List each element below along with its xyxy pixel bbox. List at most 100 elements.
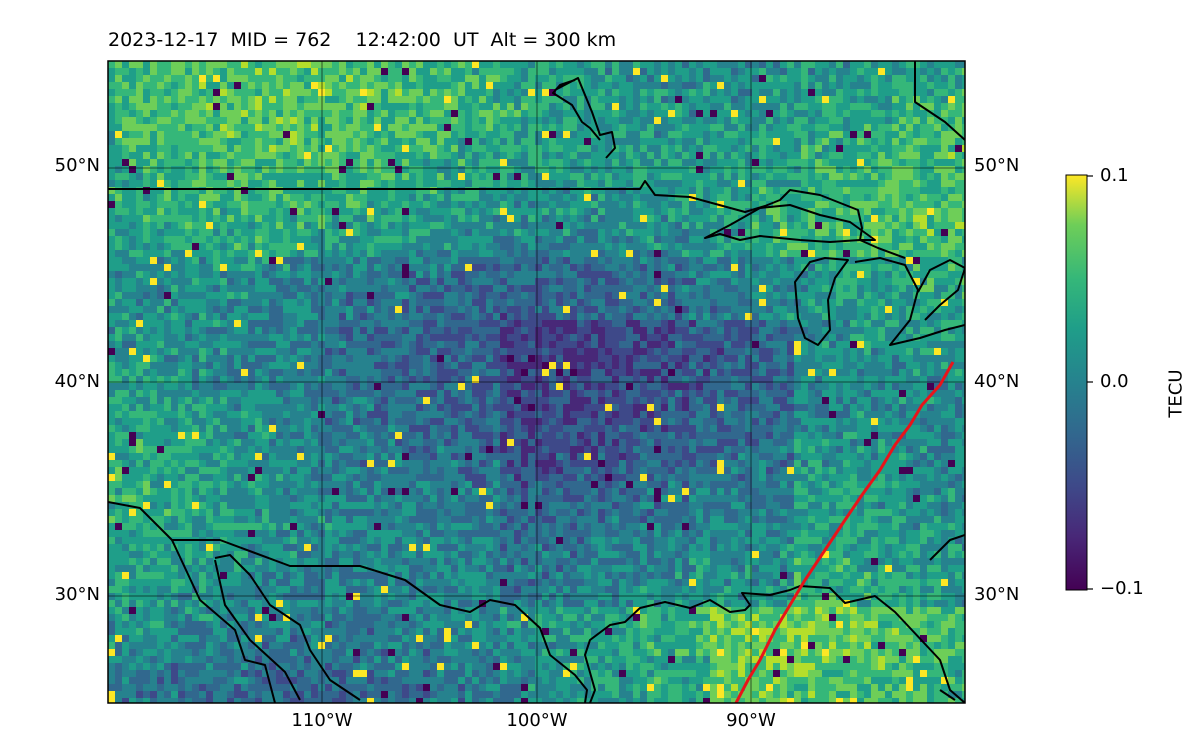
tec-cell — [612, 334, 619, 341]
tec-cell — [122, 75, 129, 82]
tec-cell — [535, 243, 542, 250]
tec-cell — [311, 138, 318, 145]
tec-cell — [150, 299, 157, 306]
tec-cell — [185, 229, 192, 236]
tec-cell — [353, 145, 360, 152]
tec-cell — [752, 180, 759, 187]
tec-cell — [556, 138, 563, 145]
tec-cell — [395, 222, 402, 229]
tec-cell — [115, 96, 122, 103]
tec-cell — [864, 194, 871, 201]
tec-cell — [479, 82, 486, 89]
tec-cell — [801, 159, 808, 166]
tec-cell — [367, 243, 374, 250]
tec-cell — [304, 110, 311, 117]
tec-cell — [633, 117, 640, 124]
tec-cell — [913, 131, 920, 138]
tec-cell — [703, 166, 710, 173]
tec-cell — [332, 278, 339, 285]
tec-cell — [612, 159, 619, 166]
tec-cell — [542, 173, 549, 180]
tec-cell — [927, 131, 934, 138]
tec-cell — [843, 208, 850, 215]
tec-cell — [325, 243, 332, 250]
tec-cell — [668, 215, 675, 222]
tec-cell — [465, 194, 472, 201]
tec-cell — [850, 334, 857, 341]
tec-cell — [227, 334, 234, 341]
tec-cell — [248, 271, 255, 278]
tec-cell — [178, 264, 185, 271]
tec-cell — [528, 243, 535, 250]
tec-cell — [906, 180, 913, 187]
tec-cell — [241, 61, 248, 68]
tec-cell — [675, 145, 682, 152]
tec-cell — [402, 68, 409, 75]
tec-cell — [696, 327, 703, 334]
tec-cell — [934, 152, 941, 159]
tec-cell — [409, 187, 416, 194]
tec-cell — [913, 229, 920, 236]
tec-cell — [276, 320, 283, 327]
tec-cell — [290, 215, 297, 222]
tec-cell — [430, 173, 437, 180]
tec-cell — [269, 341, 276, 348]
tec-cell — [808, 68, 815, 75]
tec-cell — [955, 243, 962, 250]
tec-cell — [437, 187, 444, 194]
tec-cell — [689, 166, 696, 173]
tec-cell — [416, 110, 423, 117]
tec-cell — [129, 187, 136, 194]
tec-cell — [122, 166, 129, 173]
tec-cell — [724, 334, 731, 341]
tec-cell — [409, 89, 416, 96]
tec-cell — [619, 61, 626, 68]
tec-cell — [136, 75, 143, 82]
tec-cell — [332, 173, 339, 180]
tec-cell — [752, 89, 759, 96]
tec-cell — [311, 292, 318, 299]
tec-cell — [311, 306, 318, 313]
tec-cell — [486, 313, 493, 320]
tec-cell — [745, 96, 752, 103]
tec-cell — [108, 341, 115, 348]
tec-cell — [255, 229, 262, 236]
tec-cell — [640, 250, 647, 257]
tec-cell — [178, 271, 185, 278]
tec-cell — [213, 82, 220, 89]
tec-cell — [318, 222, 325, 229]
tec-cell — [549, 334, 556, 341]
tec-cell — [395, 82, 402, 89]
tec-cell — [752, 194, 759, 201]
tec-cell — [430, 299, 437, 306]
tec-cell — [759, 103, 766, 110]
tec-cell — [570, 194, 577, 201]
tec-cell — [899, 194, 906, 201]
tec-cell — [213, 236, 220, 243]
tec-cell — [703, 103, 710, 110]
tec-cell — [829, 299, 836, 306]
tec-cell — [500, 138, 507, 145]
tec-cell — [724, 243, 731, 250]
tec-cell — [724, 299, 731, 306]
tec-cell — [871, 166, 878, 173]
tec-cell — [535, 159, 542, 166]
tec-cell — [605, 243, 612, 250]
tec-cell — [283, 68, 290, 75]
tec-cell — [367, 145, 374, 152]
tec-cell — [780, 166, 787, 173]
tec-cell — [829, 194, 836, 201]
tec-cell — [395, 68, 402, 75]
tec-cell — [115, 341, 122, 348]
tec-cell — [801, 292, 808, 299]
tec-cell — [507, 236, 514, 243]
tec-cell — [129, 229, 136, 236]
tec-cell — [346, 110, 353, 117]
tec-cell — [752, 320, 759, 327]
tec-cell — [178, 180, 185, 187]
tec-cell — [423, 306, 430, 313]
tec-cell — [647, 271, 654, 278]
tec-cell — [815, 334, 822, 341]
tec-cell — [871, 215, 878, 222]
tec-cell — [325, 138, 332, 145]
